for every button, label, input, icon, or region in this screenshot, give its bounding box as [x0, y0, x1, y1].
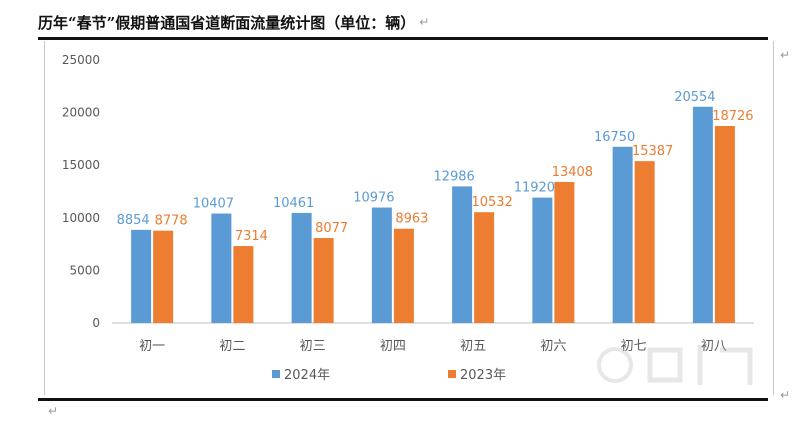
paragraph-mark-icon: ↵ — [419, 15, 430, 29]
table-top-border — [38, 37, 768, 40]
y-tick-label: 20000 — [62, 106, 100, 120]
bar — [714, 126, 735, 324]
table-bottom-border — [38, 398, 768, 401]
data-label: 10976 — [353, 191, 394, 206]
data-label: 7314 — [235, 229, 268, 244]
y-tick-label: 5000 — [69, 263, 100, 277]
data-label: 11920 — [514, 181, 555, 196]
paragraph-mark-icon: ↵ — [48, 404, 59, 418]
chart-document-title: 历年“春节”假期普通国省道断面流量统计图（单位：辆） — [38, 13, 416, 32]
bar — [634, 161, 655, 323]
legend-label: 2024年 — [284, 368, 330, 383]
x-tick-label: 初六 — [540, 339, 566, 354]
bar — [131, 229, 152, 323]
data-label: 8963 — [395, 212, 428, 227]
y-tick-label: 25000 — [62, 53, 100, 67]
data-label: 8854 — [117, 213, 150, 228]
data-label: 13408 — [552, 165, 593, 180]
bar — [371, 207, 392, 323]
legend-label: 2023年 — [460, 368, 506, 383]
x-tick-label: 初八 — [701, 339, 727, 354]
bar — [393, 228, 414, 323]
watermark-logo-icon — [597, 345, 753, 385]
data-label: 18726 — [712, 109, 753, 124]
data-label: 10532 — [471, 195, 512, 210]
data-label: 15387 — [632, 144, 673, 159]
x-tick-label: 初七 — [621, 339, 647, 354]
data-label: 8778 — [155, 214, 188, 229]
bar — [474, 212, 495, 323]
data-label: 10461 — [273, 196, 314, 211]
x-tick-label: 初一 — [139, 339, 165, 354]
y-tick-label: 0 — [92, 316, 100, 330]
document-title-row: 历年“春节”假期普通国省道断面流量统计图（单位：辆） ↵ — [38, 8, 429, 36]
data-label: 20554 — [674, 90, 715, 105]
bar — [554, 181, 575, 323]
x-tick-label: 初四 — [380, 339, 406, 354]
bar — [452, 186, 473, 323]
bar — [153, 230, 174, 323]
x-tick-label: 初三 — [300, 339, 326, 354]
cell-end-mark-icon: ↵ — [779, 48, 790, 62]
y-tick-label: 15000 — [62, 158, 100, 172]
data-label: 16750 — [594, 130, 635, 145]
x-tick-label: 初五 — [460, 339, 486, 354]
bar — [211, 213, 232, 323]
bar — [692, 106, 713, 324]
cell-end-mark-icon: ↵ — [779, 388, 790, 402]
y-tick-label: 10000 — [62, 211, 100, 225]
bar — [313, 238, 334, 323]
data-label: 10407 — [193, 197, 234, 212]
bar — [233, 246, 254, 323]
bar — [612, 146, 633, 323]
chart-frame — [44, 41, 774, 395]
data-label: 8077 — [315, 221, 348, 236]
legend-swatch — [448, 370, 456, 378]
legend-swatch — [272, 370, 280, 378]
bar — [532, 197, 553, 323]
bar — [291, 212, 312, 323]
data-label: 12986 — [433, 169, 474, 184]
x-tick-label: 初二 — [219, 339, 245, 354]
